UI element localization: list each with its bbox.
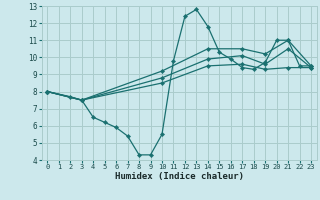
X-axis label: Humidex (Indice chaleur): Humidex (Indice chaleur)	[115, 172, 244, 181]
